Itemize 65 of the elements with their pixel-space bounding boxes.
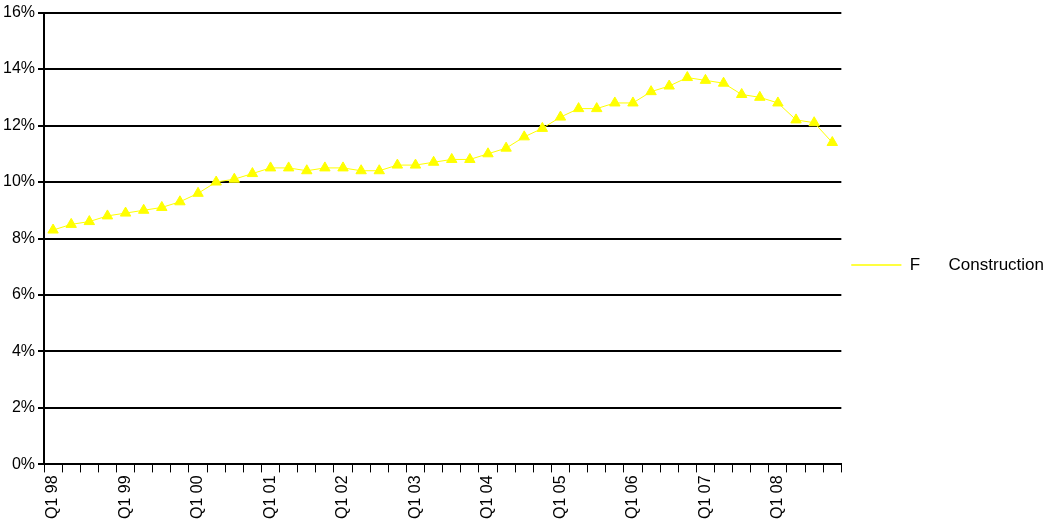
point [790, 113, 802, 124]
x-tick-label: Q1 00 [188, 475, 206, 520]
point [156, 200, 168, 211]
point [572, 102, 585, 113]
point [65, 217, 77, 228]
x-tick-label: Q1 01 [260, 475, 278, 520]
x-tick-label: Q1 99 [115, 475, 133, 520]
y-tick-label: 4% [11, 341, 36, 359]
point [137, 203, 150, 214]
y-tick-label: 10% [2, 172, 36, 190]
legend-label: F Construction [909, 254, 1045, 274]
point [228, 172, 240, 183]
point [554, 110, 567, 121]
x-tick-label: Q1 08 [768, 475, 786, 520]
point [337, 161, 349, 172]
point [591, 102, 603, 113]
y-tick-label: 6% [11, 285, 36, 303]
y-tick-label: 16% [2, 3, 36, 21]
x-tick-label: Q1 04 [478, 475, 496, 520]
point [119, 206, 132, 217]
point [391, 158, 404, 169]
point [808, 116, 820, 127]
point [663, 79, 675, 90]
y-tick-label: 0% [11, 454, 36, 472]
point [264, 161, 277, 172]
point [192, 186, 204, 197]
point [482, 147, 494, 158]
x-tick-label: Q1 98 [43, 475, 61, 520]
point [735, 87, 748, 98]
x-tick-label: Q1 07 [695, 475, 713, 520]
point [282, 161, 295, 172]
x-tick-label: Q1 03 [405, 475, 423, 520]
point [536, 121, 549, 132]
point [500, 141, 512, 152]
point [518, 130, 530, 141]
point [446, 152, 458, 163]
point [772, 96, 784, 107]
point [83, 215, 96, 226]
point [681, 71, 694, 82]
point [246, 167, 259, 178]
point [101, 209, 114, 220]
point [645, 85, 657, 96]
x-tick-label: Q1 05 [550, 475, 568, 520]
point [47, 223, 59, 234]
point [301, 164, 313, 175]
point [174, 195, 186, 206]
point [699, 73, 712, 84]
point [355, 164, 367, 175]
point [754, 90, 766, 101]
point [609, 96, 621, 107]
y-tick-label: 8% [11, 228, 36, 246]
point [409, 158, 422, 169]
point [464, 152, 476, 163]
y-tick-label: 12% [2, 115, 36, 133]
point [717, 76, 730, 87]
y-tick-label: 2% [11, 398, 36, 416]
point [319, 161, 331, 172]
point [826, 136, 838, 146]
point [627, 96, 639, 107]
point [427, 155, 440, 166]
y-tick-label: 14% [2, 59, 36, 77]
point [210, 175, 222, 186]
x-tick-label: Q1 02 [333, 475, 351, 520]
point [373, 164, 385, 175]
x-tick-label: Q1 06 [623, 475, 641, 520]
